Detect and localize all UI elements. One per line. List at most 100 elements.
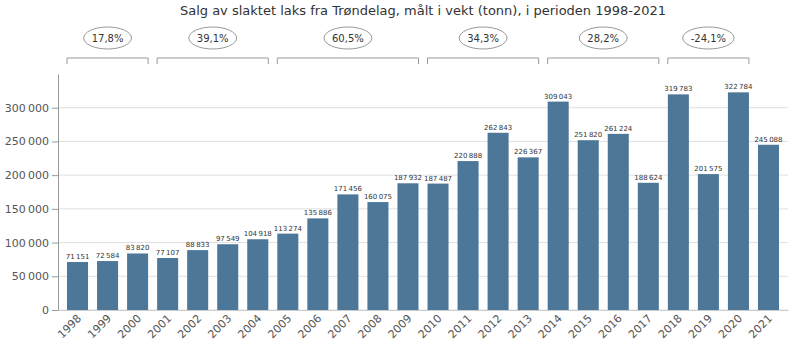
- data-label: 262 843: [484, 124, 512, 132]
- x-tick: 2021: [746, 312, 775, 341]
- y-tick: 0: [42, 304, 58, 317]
- y-tick-mark: [52, 108, 58, 109]
- data-label: 88 833: [186, 241, 210, 249]
- data-label: 201 575: [694, 165, 722, 173]
- group-bracket: [157, 58, 268, 64]
- bar: [668, 94, 689, 310]
- x-tick: 2008: [356, 312, 385, 341]
- data-label: 226 367: [514, 148, 542, 156]
- group-label: 28,2%: [587, 33, 619, 44]
- y-tick-label: 0: [42, 304, 49, 317]
- bar: [488, 133, 509, 310]
- y-axis: 050 000100 000150 000200 000250 000300 0…: [5, 75, 59, 318]
- x-tick-label: 2015: [566, 312, 595, 341]
- y-tick-mark: [52, 243, 58, 244]
- group-label: 39,1%: [197, 33, 229, 44]
- group-ellipse: [324, 27, 372, 49]
- data-label: 188 624: [634, 174, 663, 182]
- data-label: 171 456: [334, 185, 363, 193]
- data-label: 135 886: [304, 209, 333, 217]
- x-tick-label: 2019: [686, 312, 715, 341]
- y-tick-mark: [52, 310, 58, 311]
- x-tick-label: 1999: [85, 312, 114, 341]
- y-tick-label: 50 000: [12, 270, 49, 283]
- x-tick: 2011: [446, 312, 475, 341]
- x-tick-label: 2006: [295, 312, 324, 341]
- data-label: 160 075: [364, 193, 392, 201]
- data-label: 220 888: [454, 152, 482, 160]
- data-label: 97 549: [216, 235, 240, 243]
- y-tick-mark: [52, 141, 58, 142]
- group-annotation: 39,1%: [157, 27, 268, 64]
- x-tick: 2010: [416, 312, 445, 341]
- x-tick-label: 2021: [746, 312, 775, 341]
- x-tick: 2009: [386, 312, 415, 341]
- bar: [548, 102, 569, 310]
- data-label: 72 584: [96, 252, 120, 260]
- x-tick-label: 2002: [175, 312, 204, 341]
- bar: [277, 234, 298, 310]
- group-ellipse: [579, 27, 627, 49]
- x-tick-label: 2013: [506, 312, 535, 341]
- x-tick: 2000: [115, 312, 144, 341]
- bar: [127, 253, 148, 310]
- x-tick-label: 2008: [356, 312, 385, 341]
- x-tick: 2020: [716, 312, 745, 341]
- x-tick: 2006: [295, 312, 324, 341]
- bar: [187, 250, 208, 310]
- x-tick: 2019: [686, 312, 715, 341]
- x-tick-label: 2017: [626, 312, 655, 341]
- x-tick-label: 2011: [446, 312, 475, 341]
- bars: [67, 92, 779, 310]
- y-tick: 300 000: [5, 102, 58, 115]
- x-tick: 2016: [596, 312, 625, 341]
- x-tick: 1998: [55, 312, 84, 341]
- group-label: -24,1%: [691, 33, 726, 44]
- bar: [608, 134, 629, 310]
- data-labels: 71 15172 58483 82077 10788 83397 549104 …: [66, 83, 783, 261]
- y-tick-label: 100 000: [5, 237, 49, 250]
- bar: [758, 145, 779, 310]
- data-label: 322 784: [724, 83, 753, 91]
- data-label: 309 043: [544, 93, 572, 101]
- x-tick-label: 2018: [656, 312, 685, 341]
- x-tick: 2018: [656, 312, 685, 341]
- data-label: 187 932: [394, 174, 422, 182]
- bar: [247, 239, 268, 310]
- plot: 71 15172 58483 82077 10788 83397 549104 …: [5, 75, 789, 342]
- x-tick-label: 2014: [536, 312, 565, 341]
- bar: [337, 194, 358, 310]
- y-tick-label: 300 000: [5, 102, 49, 115]
- x-tick-label: 2003: [205, 312, 234, 341]
- x-tick-label: 2010: [416, 312, 445, 341]
- group-bracket: [67, 58, 148, 64]
- data-label: 83 820: [126, 244, 150, 252]
- x-tick: 2005: [265, 312, 294, 341]
- group-ellipse: [683, 27, 734, 49]
- group-annotation: 60,5%: [277, 27, 418, 64]
- x-tick-label: 2004: [235, 312, 264, 341]
- data-label: 187 487: [424, 175, 452, 183]
- x-tick-label: 2016: [596, 312, 625, 341]
- bar: [307, 218, 328, 310]
- bar: [67, 262, 88, 310]
- x-tick: 2013: [506, 312, 535, 341]
- x-tick-label: 2020: [716, 312, 745, 341]
- chart: 71 15172 58483 82077 10788 83397 549104 …: [0, 0, 800, 352]
- data-label: 319 783: [664, 85, 692, 93]
- x-axis: 1998199920002001200220032004200520062007…: [55, 311, 788, 342]
- group-annotation: 17,8%: [67, 27, 148, 64]
- group-bracket: [668, 58, 749, 64]
- y-tick-label: 150 000: [5, 203, 49, 216]
- x-tick: 2003: [205, 312, 234, 341]
- bar: [97, 261, 118, 310]
- data-label: 77 107: [156, 249, 180, 257]
- x-tick-label: 2001: [145, 312, 174, 341]
- title: Salg av slaktet laks fra Trøndelag, målt…: [180, 3, 666, 18]
- group-label: 17,8%: [92, 33, 124, 44]
- bar: [428, 184, 449, 310]
- bar: [458, 161, 479, 310]
- group-label: 34,3%: [467, 33, 499, 44]
- bar: [397, 183, 418, 310]
- x-tick-label: 1998: [55, 312, 84, 341]
